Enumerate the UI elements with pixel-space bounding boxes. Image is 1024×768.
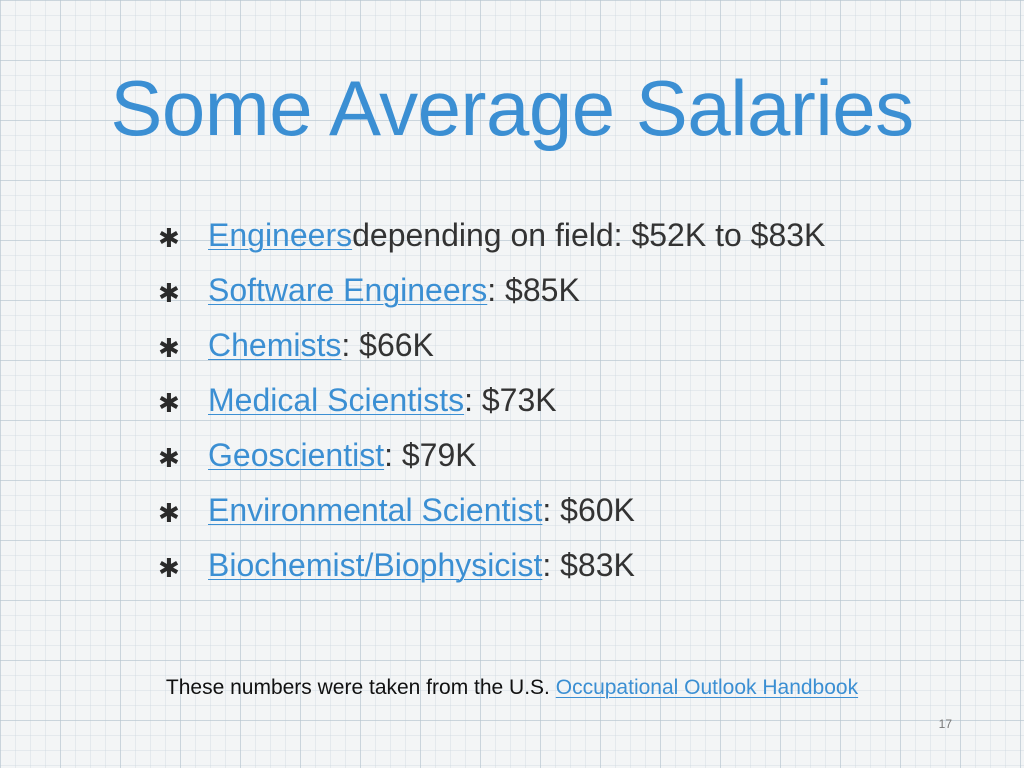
biochemist-biophysicist-link[interactable]: Biochemist/Biophysicist bbox=[208, 547, 543, 583]
environmental-scientist-link[interactable]: Environmental Scientist bbox=[208, 492, 543, 528]
list-item: ✱ Geoscientist: $79K bbox=[158, 428, 825, 483]
geoscientist-link[interactable]: Geoscientist bbox=[208, 437, 385, 473]
list-item: ✱ Medical Scientists: $73K bbox=[158, 373, 825, 428]
salary-list: ✱ Engineers depending on field: $52K to … bbox=[158, 208, 825, 593]
list-item-text: : $79K bbox=[384, 437, 477, 473]
list-item: ✱ Engineers depending on field: $52K to … bbox=[158, 208, 825, 263]
asterisk-icon: ✱ bbox=[158, 277, 180, 308]
list-item-text: : $83K bbox=[542, 547, 635, 583]
software-engineers-link[interactable]: Software Engineers bbox=[208, 272, 488, 308]
asterisk-icon: ✱ bbox=[158, 497, 180, 528]
asterisk-icon: ✱ bbox=[158, 552, 180, 583]
engineers-link[interactable]: Engineers bbox=[208, 217, 353, 253]
source-footnote: These numbers were taken from the U.S. O… bbox=[0, 676, 1024, 700]
asterisk-icon: ✱ bbox=[158, 442, 180, 473]
medical-scientists-link[interactable]: Medical Scientists bbox=[208, 382, 465, 418]
chemists-link[interactable]: Chemists bbox=[208, 327, 342, 363]
list-item-text: : $73K bbox=[464, 382, 557, 418]
list-item-text: : $66K bbox=[341, 327, 434, 363]
list-item: ✱ Software Engineers: $85K bbox=[158, 263, 825, 318]
list-item: ✱ Chemists: $66K bbox=[158, 318, 825, 373]
footnote-text: These numbers were taken from the U.S. bbox=[165, 676, 556, 699]
list-item: ✱ Biochemist/Biophysicist: $83K bbox=[158, 538, 825, 593]
list-item-text: : $85K bbox=[487, 272, 580, 308]
page-number: 17 bbox=[938, 717, 952, 731]
occupational-outlook-handbook-link[interactable]: Occupational Outlook Handbook bbox=[555, 676, 859, 699]
list-item: ✱ Environmental Scientist: $60K bbox=[158, 483, 825, 538]
asterisk-icon: ✱ bbox=[158, 387, 180, 418]
list-item-text: : $60K bbox=[542, 492, 635, 528]
asterisk-icon: ✱ bbox=[158, 332, 180, 363]
asterisk-icon: ✱ bbox=[158, 222, 180, 253]
slide-title: Some Average Salaries bbox=[110, 64, 914, 152]
list-item-text: depending on field: $52K to $83K bbox=[352, 217, 826, 253]
